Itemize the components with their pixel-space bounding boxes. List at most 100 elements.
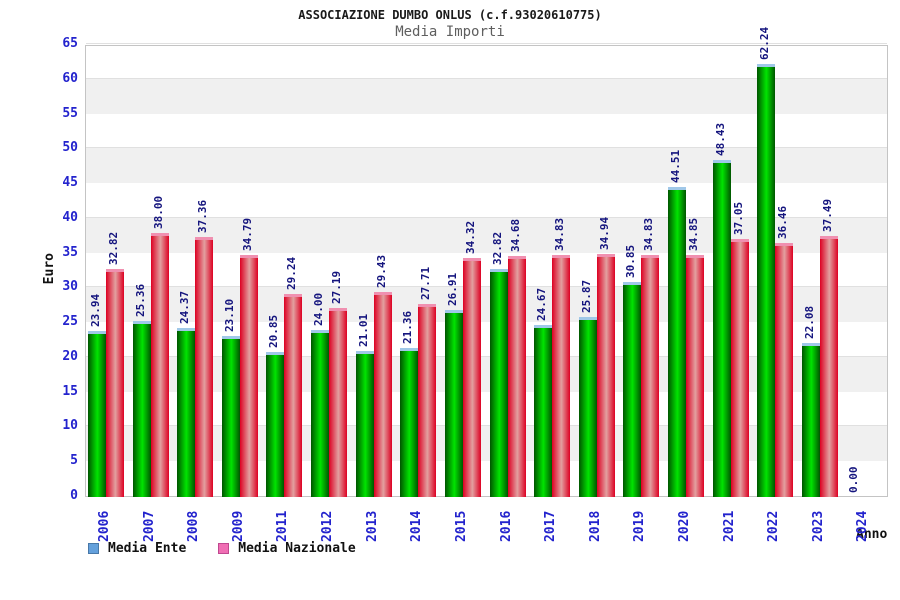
y-tick-label: 30 bbox=[62, 279, 78, 295]
bar-top-cap bbox=[623, 282, 642, 286]
x-tick-label-2022: 2022 bbox=[766, 510, 782, 542]
x-tick-label-2021: 2021 bbox=[721, 510, 737, 542]
chart-title: ASSOCIAZIONE DUMBO ONLUS (c.f.9302061077… bbox=[298, 8, 602, 22]
bar-media-ente bbox=[534, 325, 553, 497]
grid-band bbox=[86, 43, 887, 79]
bar-media-nazionale bbox=[106, 268, 124, 497]
bar-media-ente bbox=[311, 330, 330, 497]
bar-value-label: 48.43 bbox=[713, 123, 727, 157]
bar-top-cap bbox=[801, 343, 820, 347]
bar-media-ente bbox=[177, 327, 196, 497]
bar-media-nazionale bbox=[730, 239, 749, 497]
bar-value-label: 23.10 bbox=[222, 299, 236, 333]
y-tick-label: 60 bbox=[62, 70, 78, 86]
bar-value-label: 44.51 bbox=[668, 150, 682, 184]
bar-top-cap bbox=[150, 232, 169, 236]
bar-media-nazionale bbox=[329, 307, 348, 497]
bar-value-label: 23.94 bbox=[89, 293, 102, 327]
x-tick-label-2019: 2019 bbox=[632, 510, 648, 542]
bar-media-nazionale bbox=[195, 237, 214, 497]
x-tick-label-2006: 2006 bbox=[97, 510, 112, 542]
legend-swatch bbox=[218, 543, 230, 554]
bar-media-nazionale bbox=[239, 255, 258, 497]
bar-media-nazionale bbox=[150, 232, 169, 497]
bar-top-cap bbox=[239, 255, 258, 259]
y-tick-label: 5 bbox=[70, 453, 78, 469]
bar-value-label: 24.37 bbox=[178, 290, 192, 324]
bar-media-nazionale bbox=[284, 293, 303, 497]
x-tick-label-2013: 2013 bbox=[364, 510, 380, 542]
bar-value-label: 25.36 bbox=[133, 283, 147, 317]
bar-value-label: 27.71 bbox=[419, 267, 433, 301]
bar-value-label: 27.19 bbox=[330, 270, 344, 304]
bar-value-label: 20.85 bbox=[267, 314, 281, 348]
bar-value-label: 62.24 bbox=[758, 27, 772, 61]
bar-top-cap bbox=[596, 254, 615, 258]
bar-top-cap bbox=[444, 309, 463, 313]
bar-media-nazionale bbox=[552, 254, 571, 497]
bar-value-label: 21.01 bbox=[356, 313, 370, 347]
bar-top-cap bbox=[221, 336, 240, 340]
bar-top-cap bbox=[685, 254, 704, 258]
bar-value-label: 30.85 bbox=[624, 245, 638, 279]
bar-media-ente bbox=[221, 336, 240, 497]
bar-top-cap bbox=[757, 64, 776, 68]
bar-value-label: 29.43 bbox=[374, 255, 388, 289]
bar-top-cap bbox=[177, 327, 196, 331]
bar-media-ente bbox=[266, 352, 285, 497]
grid-band bbox=[86, 425, 887, 462]
bar-media-ente bbox=[578, 317, 597, 497]
bar-value-label: 32.82 bbox=[107, 231, 120, 265]
bar-top-cap bbox=[373, 292, 392, 296]
x-axis-title: Anno bbox=[856, 527, 888, 542]
bar-value-label: 34.83 bbox=[553, 217, 567, 251]
y-tick-label: 45 bbox=[62, 175, 78, 191]
x-tick-label-2012: 2012 bbox=[320, 510, 336, 542]
bar-value-label: 34.94 bbox=[597, 216, 611, 251]
bar-media-ente bbox=[355, 350, 374, 497]
x-tick-label-2023: 2023 bbox=[810, 510, 826, 542]
bar-value-label: 32.82 bbox=[490, 231, 504, 265]
x-tick-label-2024: 2024 bbox=[855, 510, 871, 542]
bar-top-cap bbox=[489, 268, 508, 272]
bar-top-cap bbox=[132, 320, 151, 324]
y-tick-label: 0 bbox=[70, 488, 78, 503]
bar-media-ente bbox=[444, 309, 463, 497]
y-tick-label: 65 bbox=[62, 36, 78, 51]
y-axis-title: Euro bbox=[42, 253, 57, 285]
bar-value-label: 24.00 bbox=[312, 292, 326, 327]
bar-top-cap bbox=[775, 243, 794, 247]
bar-media-ente bbox=[88, 330, 106, 497]
y-tick-label: 15 bbox=[62, 383, 78, 399]
bar-top-cap bbox=[552, 254, 571, 258]
plot-area bbox=[85, 43, 888, 497]
x-tick-label-2011: 2011 bbox=[275, 510, 291, 542]
bar-media-ente bbox=[712, 160, 731, 497]
bar-value-label: 37.36 bbox=[196, 200, 210, 234]
bar-value-label: 24.67 bbox=[535, 288, 549, 322]
grid-band bbox=[86, 77, 887, 114]
bar-value-label: 34.79 bbox=[240, 217, 254, 252]
y-tick-label: 55 bbox=[62, 105, 78, 121]
x-tick-label-2015: 2015 bbox=[453, 510, 469, 542]
bar-media-ente bbox=[400, 348, 419, 497]
bar-value-label: 34.85 bbox=[686, 217, 700, 251]
bar-top-cap bbox=[311, 330, 330, 334]
legend: Media Ente Media Nazionale bbox=[88, 541, 378, 556]
grid-band bbox=[86, 355, 887, 392]
bar-media-nazionale bbox=[373, 292, 392, 497]
bar-top-cap bbox=[712, 160, 731, 164]
y-tick-label: 35 bbox=[62, 244, 78, 260]
y-tick-label: 25 bbox=[62, 314, 78, 330]
x-tick-label-2017: 2017 bbox=[543, 510, 559, 542]
bar-top-cap bbox=[641, 254, 660, 258]
y-tick-label: 20 bbox=[62, 348, 78, 364]
bar-top-cap bbox=[329, 307, 348, 311]
bar-top-cap bbox=[284, 293, 303, 297]
bar-top-cap bbox=[418, 304, 437, 308]
bar-top-cap bbox=[400, 348, 419, 352]
bar-value-label: 0.00 bbox=[847, 466, 861, 494]
bar-top-cap bbox=[266, 352, 285, 355]
bar-top-cap bbox=[195, 237, 214, 241]
